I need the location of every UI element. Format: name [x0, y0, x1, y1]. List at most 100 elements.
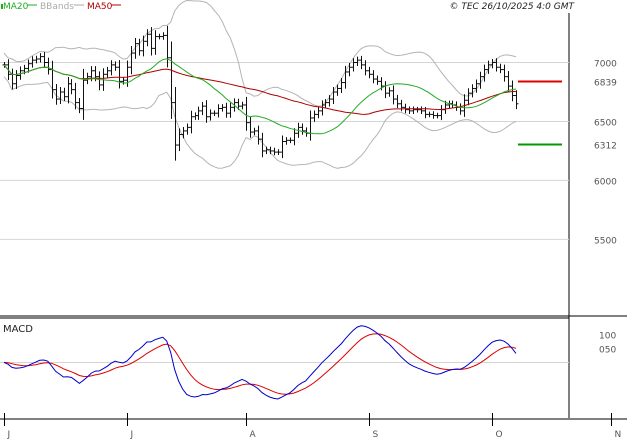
bband-upper [3, 0, 517, 107]
support-resistance-levels: 6839 6312 [518, 79, 617, 152]
price-bar [185, 123, 190, 135]
bbands-series [3, 0, 517, 169]
price-bar [264, 146, 269, 155]
y-tick-label: 6500 [594, 118, 617, 128]
price-bar [486, 60, 491, 74]
price-bar [435, 112, 440, 119]
price-bar [212, 110, 217, 117]
price-bar [236, 98, 241, 111]
ma50-line [3, 64, 517, 115]
macd-signal-line [3, 333, 517, 395]
price-bar [466, 88, 471, 106]
bband-lower [3, 76, 517, 169]
price-bar [224, 102, 229, 118]
price-bar [38, 53, 43, 63]
price-bar [46, 57, 51, 75]
price-bar [383, 81, 388, 99]
price-bar [363, 60, 368, 76]
price-bar [407, 106, 412, 115]
macd-y-tick-label: 100 [599, 332, 616, 342]
price-bar [157, 33, 162, 40]
price-bar [316, 106, 321, 119]
legend-ma20: MA20 [3, 2, 29, 12]
legend-bbands: BBands [40, 2, 74, 12]
price-bar [117, 60, 122, 89]
price-bar [141, 35, 146, 57]
price-bar [415, 106, 420, 113]
price-bar [97, 71, 102, 91]
price-bar [248, 116, 253, 138]
price-bar [34, 55, 39, 64]
price-bar [399, 99, 404, 112]
price-bar [431, 111, 436, 119]
x-tick-label: S [373, 430, 379, 440]
price-bar [244, 96, 249, 131]
x-tick-label: A [250, 430, 257, 440]
price-bar [482, 64, 487, 82]
price-bar [129, 46, 134, 75]
copyright: © TEC 26/10/2025 4:0 GMT [449, 2, 575, 12]
x-tick-label: J [130, 430, 134, 440]
price-bar [439, 105, 444, 121]
price-bar [256, 125, 261, 145]
price-bar [395, 94, 400, 109]
price-bar [69, 79, 74, 95]
price-bar [387, 87, 392, 97]
x-tick-label: N [615, 430, 622, 440]
price-bar [284, 137, 289, 145]
price-bar [300, 123, 305, 135]
resistance-label: 6839 [594, 79, 617, 89]
price-bar [109, 60, 114, 76]
price-bar [220, 104, 225, 112]
price-bar [14, 70, 19, 90]
price-bar [474, 79, 479, 93]
price-bar [161, 32, 166, 40]
price-bar [323, 99, 328, 109]
price-bar [149, 27, 154, 56]
y-tick-label: 6000 [594, 177, 617, 187]
price-bar [498, 63, 503, 74]
y-tick-label: 5500 [594, 236, 617, 246]
y-tick-label: 7000 [594, 60, 617, 70]
price-bar [58, 87, 63, 105]
legend-ma50: MA50 [87, 2, 113, 12]
price-bar [73, 82, 78, 110]
price-bar [105, 66, 110, 79]
price-bar [371, 70, 376, 84]
price-bar [189, 110, 194, 134]
price-bar [347, 62, 352, 77]
macd-panel [3, 325, 517, 400]
price-bar [200, 101, 205, 116]
price-bar [494, 58, 499, 72]
price-bar [335, 84, 340, 96]
price-bar [292, 128, 297, 146]
price-bar [177, 128, 182, 152]
price-bar [506, 71, 511, 92]
legend-swatch-ma20 [1, 4, 3, 9]
price-bar [288, 137, 293, 144]
price-bar [260, 132, 265, 158]
price-bar [208, 109, 213, 121]
x-tick-label: J [7, 430, 11, 440]
price-bar [133, 37, 138, 59]
macd-title: MACD [3, 324, 33, 335]
price-bar [355, 56, 360, 67]
price-bar [181, 127, 186, 139]
price-bar [419, 106, 424, 115]
price-bar [169, 41, 174, 119]
price-bar [216, 104, 221, 118]
price-bar [331, 87, 336, 105]
price-bar [173, 87, 178, 161]
price-bar [193, 112, 198, 120]
price-bar [411, 106, 416, 115]
price-bar [153, 30, 158, 55]
x-tick-label: O [496, 430, 503, 440]
grid-lines [0, 62, 569, 363]
price-bar [137, 38, 142, 56]
price-bar [77, 98, 82, 114]
price-bar [359, 55, 364, 70]
price-bar [375, 75, 380, 85]
